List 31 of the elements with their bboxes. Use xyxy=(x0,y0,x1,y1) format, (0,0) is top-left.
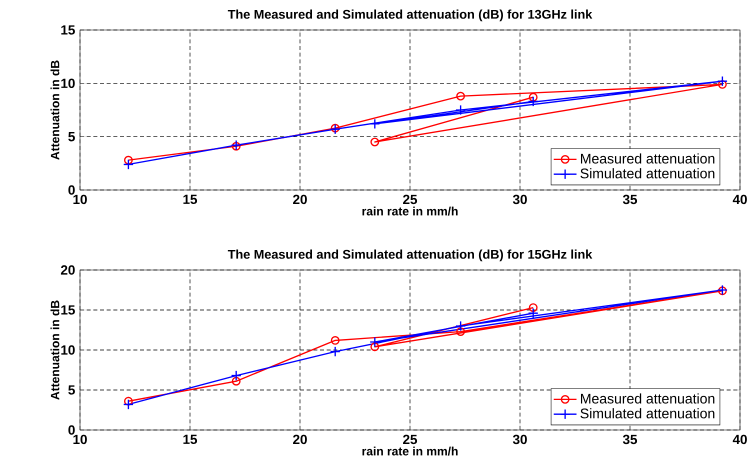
legend-label: Simulated attenuation xyxy=(580,408,714,418)
x-tick-label: 40 xyxy=(732,194,747,204)
x-tick-label: 40 xyxy=(732,434,747,444)
y-tick-label: 15 xyxy=(61,305,75,315)
y-tick-label: 5 xyxy=(68,385,75,395)
x-tick-label: 20 xyxy=(293,434,307,444)
y-tick-label: 20 xyxy=(60,265,75,275)
legend-label: Measured attenuation xyxy=(580,153,714,164)
x-axis-title: rain rate in mm/h xyxy=(362,206,458,216)
y-tick-label: 10 xyxy=(61,78,75,88)
x-tick-label: 25 xyxy=(403,194,418,204)
y-tick-label: 10 xyxy=(61,345,75,355)
legend-label: Simulated attenuation xyxy=(580,168,714,178)
x-tick-label: 20 xyxy=(293,194,307,204)
y-axis-title: Attenuation in dB xyxy=(50,300,60,400)
chart-title: The Measured and Simulated attenuation (dB) for 13GHz link xyxy=(228,9,592,22)
x-tick-label: 15 xyxy=(183,434,198,444)
chart-title: The Measured and Simulated attenuation (dB) for 15GHz link xyxy=(228,249,592,262)
x-tick-label: 25 xyxy=(403,434,418,444)
x-tick-label: 30 xyxy=(512,434,527,444)
x-tick-label: 15 xyxy=(183,194,198,204)
y-tick-label: 0 xyxy=(68,185,75,195)
legend-label: Measured attenuation xyxy=(580,393,714,404)
x-axis-title: rain rate in mm/h xyxy=(362,446,458,456)
x-tick-label: 35 xyxy=(622,194,638,204)
y-tick-label: 0 xyxy=(68,425,75,435)
y-axis-title: Attenuation in dB xyxy=(50,60,60,160)
x-tick-label: 30 xyxy=(512,194,527,204)
y-tick-label: 5 xyxy=(68,132,75,142)
y-tick-label: 15 xyxy=(61,25,75,35)
x-tick-label: 35 xyxy=(622,434,638,444)
